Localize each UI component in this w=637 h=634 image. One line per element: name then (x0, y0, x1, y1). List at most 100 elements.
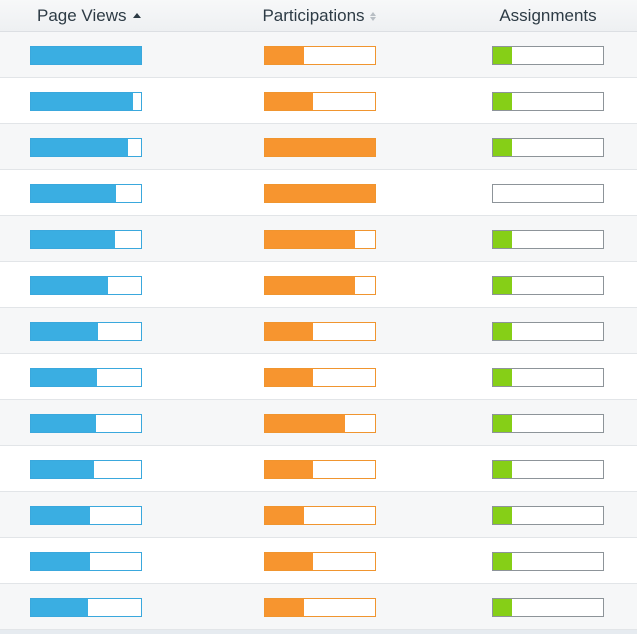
table-row[interactable] (0, 32, 637, 78)
assignments-bar[interactable] (492, 322, 604, 341)
assignments-bar-fill (493, 461, 512, 478)
table-row[interactable] (0, 170, 637, 216)
sortable-icon (369, 11, 376, 21)
table-row[interactable] (0, 492, 637, 538)
page-views-bar[interactable] (30, 368, 142, 387)
page-views-bar[interactable] (30, 414, 142, 433)
assignments-bar[interactable] (492, 598, 604, 617)
table-row[interactable] (0, 538, 637, 584)
page-views-header-label: Page Views (37, 6, 127, 25)
participations-header-label: Participations (262, 6, 365, 25)
page-views-bar-fill (31, 369, 97, 386)
table-body (0, 32, 637, 630)
assignments-bar-fill (493, 507, 512, 524)
assignments-bar-fill (493, 231, 512, 248)
page-views-bar-fill (31, 277, 108, 294)
assignments-bar[interactable] (492, 230, 604, 249)
page-views-bar-fill (31, 93, 133, 110)
participations-bar-fill (265, 553, 313, 570)
page-views-bar-fill (31, 185, 116, 202)
assignments-bar-fill (493, 415, 512, 432)
page-views-header[interactable]: Page Views (30, 0, 149, 32)
page-views-bar-fill (31, 231, 115, 248)
page-views-bar[interactable] (30, 598, 142, 617)
assignments-bar[interactable] (492, 138, 604, 157)
assignments-bar-fill (493, 277, 512, 294)
page-views-bar-fill (31, 139, 128, 156)
assignments-bar[interactable] (492, 46, 604, 65)
participations-bar[interactable] (264, 46, 376, 65)
participations-bar-fill (265, 47, 304, 64)
participations-bar[interactable] (264, 184, 376, 203)
participations-bar-fill (265, 185, 375, 202)
sort-ascending-icon (133, 12, 142, 18)
participations-bar[interactable] (264, 552, 376, 571)
assignments-bar[interactable] (492, 552, 604, 571)
assignments-bar[interactable] (492, 92, 604, 111)
table-row[interactable] (0, 262, 637, 308)
table-row[interactable] (0, 216, 637, 262)
participations-bar-fill (265, 323, 313, 340)
assignments-bar-fill (493, 553, 512, 570)
page-views-bar[interactable] (30, 276, 142, 295)
table-row[interactable] (0, 400, 637, 446)
assignments-bar-fill (493, 599, 512, 616)
assignments-bar[interactable] (492, 184, 604, 203)
participations-bar-fill (265, 277, 355, 294)
participations-bar-fill (265, 231, 355, 248)
page-views-bar-fill (31, 461, 94, 478)
assignments-bar[interactable] (492, 414, 604, 433)
participations-bar[interactable] (264, 230, 376, 249)
participations-bar[interactable] (264, 506, 376, 525)
page-views-bar-fill (31, 599, 88, 616)
assignments-bar-fill (493, 323, 512, 340)
participations-bar-fill (265, 93, 313, 110)
page-views-bar[interactable] (30, 552, 142, 571)
page-views-bar-fill (31, 47, 141, 64)
participations-bar[interactable] (264, 276, 376, 295)
participations-header[interactable]: Participations (262, 0, 376, 32)
page-views-bar-fill (31, 415, 96, 432)
participations-bar-fill (265, 461, 313, 478)
participations-bar[interactable] (264, 92, 376, 111)
page-views-bar[interactable] (30, 506, 142, 525)
page-views-bar[interactable] (30, 230, 142, 249)
assignments-bar[interactable] (492, 368, 604, 387)
page-views-bar[interactable] (30, 92, 142, 111)
table-row[interactable] (0, 124, 637, 170)
participations-bar-fill (265, 369, 313, 386)
assignments-bar-fill (493, 93, 512, 110)
page-views-bar[interactable] (30, 184, 142, 203)
table-row[interactable] (0, 584, 637, 630)
assignments-bar[interactable] (492, 506, 604, 525)
participations-bar[interactable] (264, 460, 376, 479)
table-row[interactable] (0, 308, 637, 354)
table-row[interactable] (0, 354, 637, 400)
participations-bar[interactable] (264, 368, 376, 387)
participations-bar-fill (265, 599, 304, 616)
page-views-bar-fill (31, 553, 90, 570)
participations-bar[interactable] (264, 138, 376, 157)
assignments-header-label: Assignments (499, 6, 597, 25)
table-row[interactable] (0, 78, 637, 124)
participations-bar-fill (265, 139, 375, 156)
assignments-bar-fill (493, 369, 512, 386)
page-views-bar[interactable] (30, 322, 142, 341)
table-header: Page Views Participations Assignments (0, 0, 637, 32)
assignments-bar-fill (493, 47, 512, 64)
participations-bar-fill (265, 415, 345, 432)
page-views-bar[interactable] (30, 460, 142, 479)
page-views-bar-fill (31, 507, 90, 524)
participations-bar[interactable] (264, 414, 376, 433)
page-views-bar[interactable] (30, 138, 142, 157)
assignments-header[interactable]: Assignments (492, 0, 604, 32)
table-footer-divider (0, 630, 637, 634)
participations-bar[interactable] (264, 598, 376, 617)
participations-bar[interactable] (264, 322, 376, 341)
assignments-bar[interactable] (492, 276, 604, 295)
assignments-bar-fill (493, 139, 512, 156)
assignments-bar[interactable] (492, 460, 604, 479)
page-views-bar[interactable] (30, 46, 142, 65)
table-row[interactable] (0, 446, 637, 492)
